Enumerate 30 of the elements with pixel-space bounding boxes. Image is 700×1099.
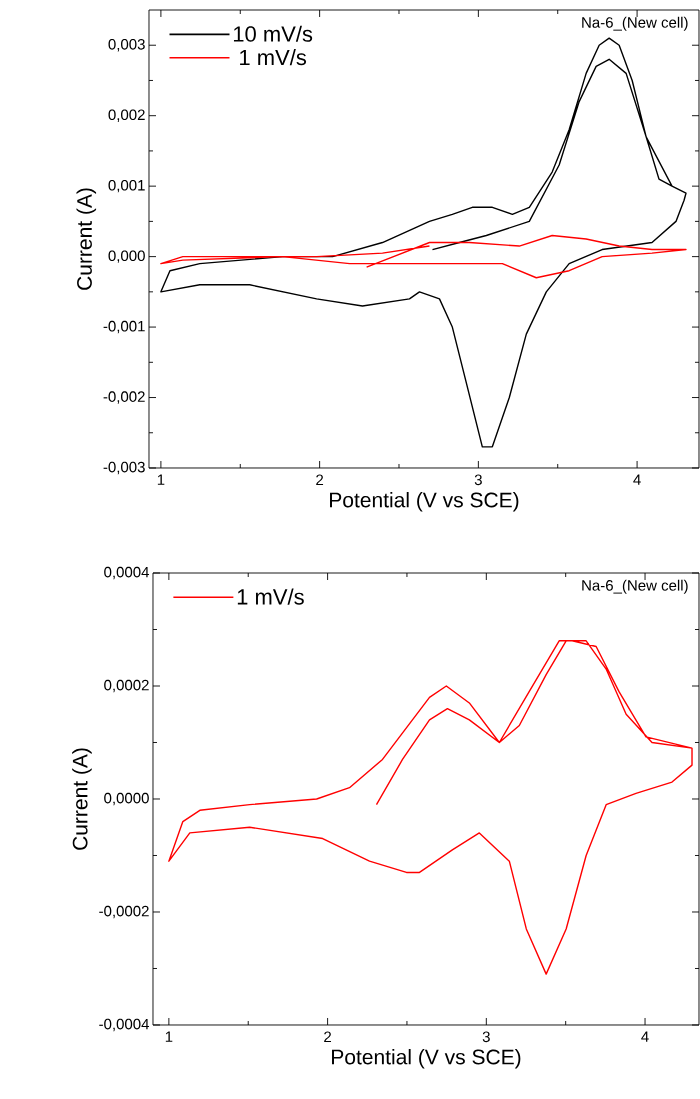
y-axis-title: Current (A) (72, 748, 92, 850)
y-tick-label: -0,002 (103, 391, 145, 404)
y-tick-label: 0,003 (108, 39, 145, 52)
x-tick-label: 3 (482, 1031, 490, 1043)
x-tick-label: 3 (474, 474, 482, 486)
annotation: Na-6_(New cell) (582, 579, 688, 594)
y-tick-label: 0,002 (108, 109, 145, 122)
legend-label: 1 mV/s (240, 49, 307, 66)
y-tick-label: -0,003 (103, 461, 145, 475)
y-tick-label: 0,0000 (104, 792, 149, 806)
x-axis-title: Potential (V vs SCE) (332, 1049, 521, 1069)
x-tick-label: 2 (324, 1031, 332, 1042)
y-tick-label: -0,001 (103, 320, 145, 334)
y-tick-label: 0,0002 (104, 679, 149, 693)
y-tick-label: -0,0004 (99, 1018, 150, 1032)
legend-label: 1 mV/s (237, 588, 304, 605)
legend-label: 10 mV/s (233, 25, 313, 42)
y-tick-label: 0,001 (108, 179, 145, 193)
x-tick-label: 2 (316, 474, 324, 485)
x-axis-title: Potential (V vs SCE) (330, 492, 519, 512)
y-axis-title: Current (A) (76, 188, 97, 290)
y-tick-label: -0,0002 (99, 905, 149, 919)
y-tick-label: 0,000 (108, 250, 145, 263)
line-series (168, 640, 693, 975)
x-tick-label: 4 (641, 1031, 649, 1042)
y-tick-label: 0,0004 (104, 566, 150, 580)
x-tick-label: 1 (165, 1031, 173, 1042)
annotation: Na-6_(New cell) (582, 16, 688, 31)
x-tick-label: 4 (633, 474, 641, 485)
x-tick-label: 1 (157, 474, 165, 485)
